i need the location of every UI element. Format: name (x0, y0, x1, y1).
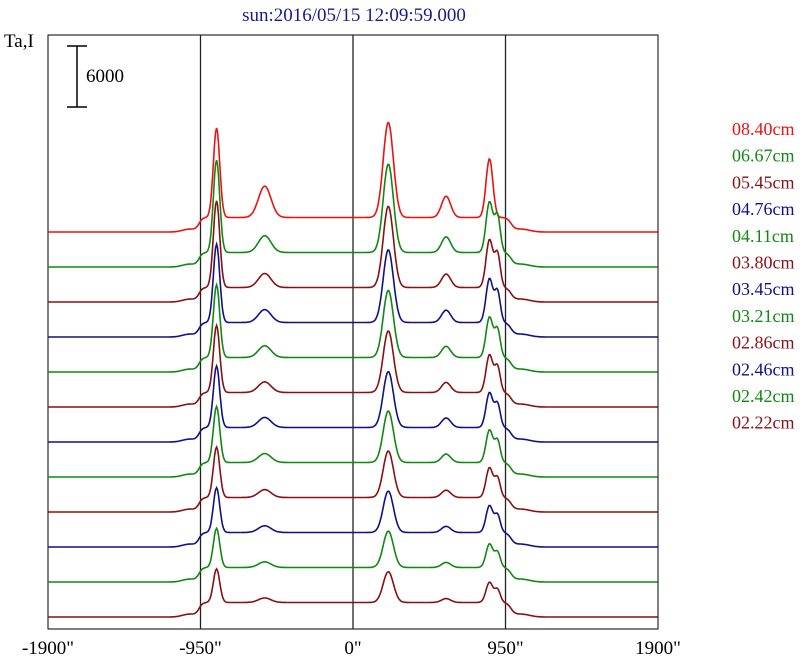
legend-entry: 03.45cm (732, 279, 795, 299)
legend-entry: 02.22cm (732, 413, 795, 433)
trace-02-22cm (48, 567, 658, 618)
legend-entry: 03.21cm (732, 306, 795, 326)
chart-title: sun:2016/05/15 12:09:59.000 (242, 5, 466, 26)
trace-02-46cm (48, 485, 658, 548)
scale-bar: 6000 (67, 45, 124, 108)
vertical-markers (199, 35, 507, 629)
legend-entry: 06.67cm (732, 146, 795, 166)
trace-05-45cm (48, 200, 658, 303)
x-tick-label: 1900" (635, 638, 681, 659)
scale-bar-label: 6000 (86, 66, 124, 87)
x-tick-label: 950" (487, 638, 523, 659)
legend-entry: 03.80cm (732, 253, 795, 273)
trace-02-86cm (48, 445, 658, 513)
x-tick-label: 0" (344, 638, 361, 659)
legend-entry: 02.46cm (732, 359, 795, 379)
legend-entry: 04.11cm (732, 226, 794, 246)
x-tick-label: -950" (179, 638, 222, 659)
trace-03-45cm (48, 363, 658, 443)
x-tick-label: -1900" (22, 638, 74, 659)
trace-06-67cm (48, 160, 658, 268)
legend-entry: 02.86cm (732, 333, 795, 353)
y-axis-label: Ta,I (4, 31, 34, 52)
legend-entry: 02.42cm (732, 386, 795, 406)
legend-entry: 05.45cm (732, 172, 795, 192)
trace-08-40cm (48, 121, 658, 233)
legend: 08.40cm 06.67cm 05.45cm 04.76cm 04.11cm 03.80… (732, 119, 795, 433)
x-tick-labels: -1900" -950" 0" 950" 1900" (22, 638, 681, 659)
trace-04-11cm (48, 281, 658, 373)
trace-03-21cm (48, 404, 658, 478)
legend-entry: 08.40cm (732, 119, 795, 139)
legend-entry: 04.76cm (732, 199, 795, 219)
trace-02-42cm (48, 526, 658, 583)
trace-group (48, 121, 658, 618)
trace-04-76cm (48, 241, 658, 338)
trace-03-80cm (48, 322, 658, 408)
